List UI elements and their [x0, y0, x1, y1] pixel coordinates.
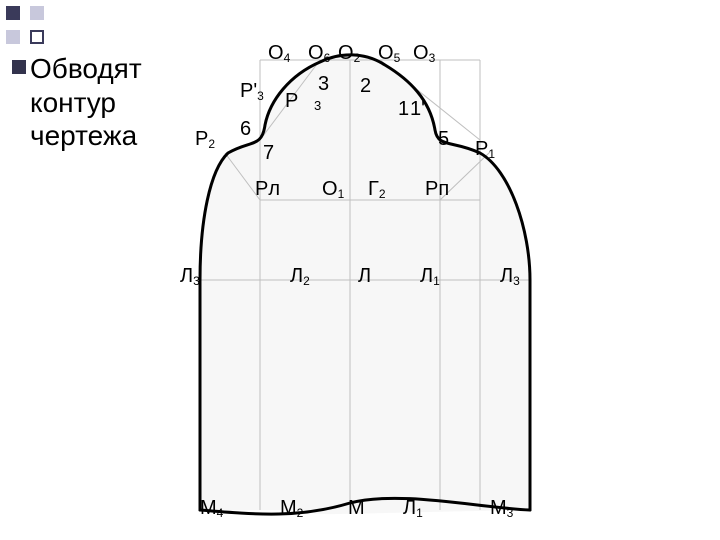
deco-square	[6, 6, 20, 20]
point-label: Л1	[420, 265, 440, 288]
point-label: О1	[322, 178, 344, 201]
deco-square	[30, 30, 44, 44]
point-label: Л	[358, 265, 371, 288]
point-label: О3	[413, 42, 435, 65]
point-label: Р2	[195, 128, 215, 151]
point-label: М3	[490, 497, 513, 520]
point-label: М	[348, 497, 365, 520]
point-label: 3	[318, 73, 329, 96]
deco-square	[30, 6, 44, 20]
point-label: Г2	[368, 178, 386, 201]
point-label: 7	[263, 142, 274, 165]
bullet-square	[12, 60, 26, 74]
point-label: Р'3	[240, 80, 264, 103]
point-label: Рл	[255, 178, 280, 201]
point-label: Р1	[475, 138, 495, 161]
point-label: О4	[268, 42, 290, 65]
point-label: О2	[338, 42, 360, 65]
point-label: О6	[308, 42, 330, 65]
title-line: контур	[30, 86, 142, 120]
title-line: чертежа	[30, 119, 142, 153]
point-label: Рп	[425, 178, 449, 201]
point-label: 1'	[410, 98, 425, 121]
point-label: Л2	[290, 265, 310, 288]
deco-square	[6, 30, 20, 44]
point-label: Л3	[180, 265, 200, 288]
point-label: 5	[438, 128, 449, 151]
point-label: 1	[398, 98, 409, 121]
point-label: Л1	[403, 497, 423, 520]
point-label: М4	[200, 497, 223, 520]
point-label: 6	[240, 118, 251, 141]
point-label: О5	[378, 42, 400, 65]
point-label: Л3	[500, 265, 520, 288]
point-label: Р	[285, 90, 298, 113]
slide-title: Обводятконтурчертежа	[30, 52, 142, 153]
title-line: Обводят	[30, 52, 142, 86]
point-label: М2	[280, 497, 303, 520]
point-label: 3	[314, 98, 321, 113]
point-label: 2	[360, 75, 371, 98]
